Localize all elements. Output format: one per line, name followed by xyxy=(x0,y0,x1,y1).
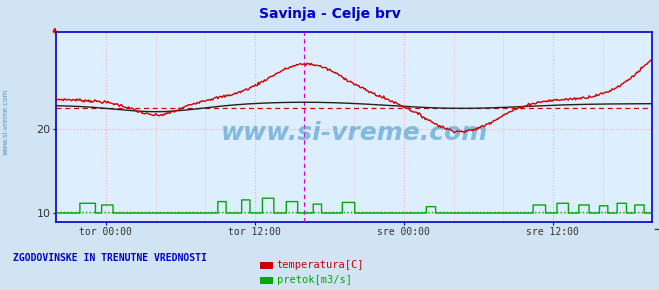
Text: temperatura[C]: temperatura[C] xyxy=(277,260,364,270)
Text: ZGODOVINSKE IN TRENUTNE VREDNOSTI: ZGODOVINSKE IN TRENUTNE VREDNOSTI xyxy=(13,253,207,263)
Text: Savinja - Celje brv: Savinja - Celje brv xyxy=(258,7,401,21)
Text: pretok[m3/s]: pretok[m3/s] xyxy=(277,276,352,285)
Text: www.si-vreme.com: www.si-vreme.com xyxy=(3,89,9,155)
Text: www.si-vreme.com: www.si-vreme.com xyxy=(221,121,488,145)
